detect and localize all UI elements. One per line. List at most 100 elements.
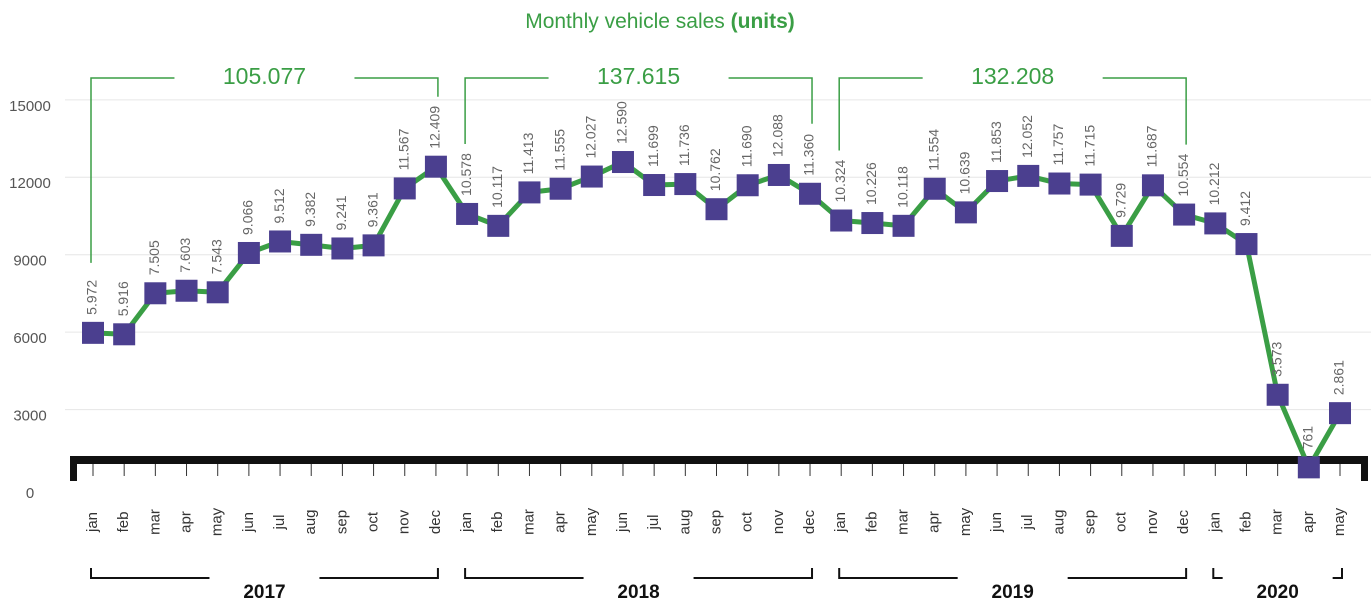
x-tick-label: mar [146, 509, 163, 535]
year-bracket [90, 568, 210, 579]
data-point [705, 198, 728, 221]
x-tick-label: jul [271, 514, 288, 530]
axis-end [1361, 456, 1368, 481]
x-tick-label: aug [1050, 509, 1067, 534]
x-tick-label: mar [1269, 509, 1286, 535]
total-bracket [354, 77, 439, 97]
data-point [393, 177, 416, 200]
year-bracket [1332, 568, 1343, 579]
data-point [113, 323, 136, 346]
year-total: 137.615 [597, 63, 680, 89]
data-label: 9.066 [240, 200, 256, 235]
year-total: 132.208 [971, 63, 1054, 89]
x-tick-label: feb [489, 512, 506, 533]
data-point [1235, 233, 1258, 256]
y-tick-label: 15000 [9, 98, 51, 115]
x-tick-label: may [1331, 507, 1348, 536]
data-point [1297, 456, 1320, 479]
title-unit: (units) [731, 10, 795, 33]
x-tick-label: feb [863, 512, 880, 533]
data-label: 11.567 [395, 128, 411, 170]
x-tick-label: feb [1237, 512, 1254, 533]
x-tick-label: sep [707, 510, 724, 534]
data-point [861, 212, 884, 235]
data-point [1110, 224, 1133, 247]
data-point [300, 233, 323, 256]
data-point [954, 201, 977, 224]
x-tick-label: nov [1144, 509, 1161, 534]
year-bracket [1067, 568, 1188, 579]
data-label: 11.554 [925, 129, 941, 171]
x-tick-label: apr [177, 511, 194, 533]
x-tick-label: jan [832, 512, 849, 533]
x-tick-label: mar [520, 509, 537, 535]
x-tick-label: apr [926, 511, 943, 533]
x-tick-label: jan [458, 512, 475, 533]
data-label: 10.212 [1206, 162, 1222, 205]
data-point [799, 182, 822, 205]
x-tick-label: jan [84, 512, 101, 533]
x-tick-label: dec [427, 509, 444, 534]
data-point [1204, 212, 1227, 235]
x-tick-label: may [957, 507, 974, 536]
data-label: 11.690 [738, 125, 754, 167]
x-tick-label: oct [739, 511, 756, 532]
data-label: 12.027 [583, 116, 599, 159]
chart-title: Monthly vehicle sales (units) [525, 10, 795, 33]
y-tick-label: 0 [26, 485, 34, 502]
data-point [1141, 174, 1164, 197]
data-label: 10.324 [832, 159, 848, 202]
y-tick-label: 6000 [13, 330, 46, 347]
x-tick-label: apr [1300, 511, 1317, 533]
data-label: 9.412 [1237, 191, 1253, 226]
data-point [1329, 402, 1351, 425]
data-point [1017, 164, 1040, 187]
x-tick-label: sep [1082, 510, 1099, 534]
x-tick-label: may [583, 507, 600, 536]
data-point [206, 281, 229, 304]
data-point [1266, 383, 1289, 406]
data-label: 9.361 [364, 192, 380, 227]
data-label: 10.226 [863, 162, 879, 205]
x-axis [70, 456, 1368, 464]
data-label: 10.578 [458, 153, 474, 196]
data-label: 11.687 [1144, 125, 1160, 167]
year-bracket [1212, 568, 1223, 579]
x-tick-label: jun [240, 512, 257, 533]
x-tick-label: may [209, 507, 226, 536]
data-label: 10.118 [894, 166, 910, 208]
data-label: 12.590 [614, 101, 630, 144]
data-point [1079, 173, 1102, 196]
year-label: 2017 [243, 582, 285, 603]
x-tick-label: mar [895, 509, 912, 535]
data-label: 11.757 [1050, 124, 1066, 166]
x-tick-label: oct [365, 511, 382, 532]
data-point [82, 321, 104, 344]
data-label: 7.505 [146, 240, 162, 275]
data-point [892, 214, 915, 237]
year-bracket [464, 568, 584, 579]
data-point [643, 174, 666, 197]
data-point [362, 234, 385, 257]
data-label: 761 [1300, 426, 1316, 450]
data-point [611, 151, 634, 174]
data-point [986, 170, 1009, 193]
data-label: 5.972 [84, 280, 100, 315]
x-tick-label: nov [396, 509, 413, 534]
data-point [456, 202, 479, 225]
year-label: 2020 [1257, 582, 1299, 603]
data-point [830, 209, 853, 232]
x-tick-label: jun [614, 512, 631, 533]
x-tick-label: feb [115, 512, 132, 533]
data-point [549, 177, 572, 200]
data-point [331, 237, 354, 260]
data-point [580, 165, 603, 188]
data-point [269, 230, 292, 253]
year-bracket [319, 568, 439, 579]
x-tick-label: dec [801, 509, 818, 534]
data-point [767, 163, 790, 186]
year-label: 2019 [992, 582, 1034, 603]
data-point [144, 282, 167, 305]
data-label: 11.699 [645, 125, 661, 167]
